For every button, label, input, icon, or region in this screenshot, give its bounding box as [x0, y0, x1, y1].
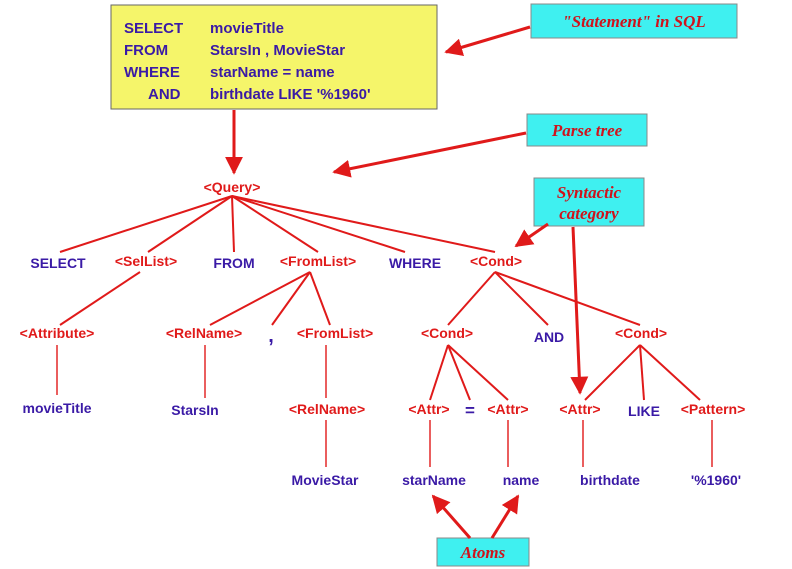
node-select: SELECT: [30, 255, 86, 271]
sql-line1-value: movieTitle: [210, 20, 284, 37]
sql-line2-keyword: FROM: [124, 42, 168, 59]
edge-query-cond: [231, 195, 496, 253]
statement-annotation-box: [530, 3, 738, 39]
edge-condright-attr3: [584, 344, 641, 401]
edge-query-sellist: [147, 195, 233, 253]
atoms-annotation-label: Atoms: [460, 543, 506, 562]
edge-fromlist-relname: [209, 271, 311, 326]
node-cond-right: <Cond>: [615, 325, 667, 341]
statement-annotation-label: "Statement" in SQL: [562, 12, 706, 31]
atoms-annotation: Atoms: [436, 537, 530, 567]
syntactic-category-annotation: Syntactic category: [533, 177, 645, 227]
edge-cond-and: [494, 271, 549, 326]
node-cond-top: <Cond>: [470, 253, 522, 269]
node-query: <Query>: [204, 179, 261, 195]
sql-line3-keyword: WHERE: [124, 64, 180, 81]
statement-annotation: "Statement" in SQL: [530, 3, 738, 39]
syntactic-annotation-line1: Syntactic: [557, 183, 622, 202]
tree-edges: [56, 195, 713, 467]
edge-condleft-attr1: [429, 344, 449, 401]
node-movietitle: movieTitle: [23, 400, 92, 416]
parse-tree-annotation: Parse tree: [526, 113, 648, 147]
sql-line1-keyword: SELECT: [124, 20, 183, 37]
edge-sellist-attribute: [59, 271, 141, 326]
atoms-arrow-to-name: [490, 494, 520, 539]
node-equals: =: [465, 401, 475, 420]
node-relname-1: <RelName>: [166, 325, 242, 341]
syntactic-category-annotation-box: [533, 177, 645, 227]
node-cond-left: <Cond>: [421, 325, 473, 341]
node-starsin: StarsIn: [171, 402, 218, 418]
sql-line2-value: StarsIn , MovieStar: [210, 42, 345, 59]
statement-arrow: [444, 25, 531, 57]
edge-query-from: [231, 195, 235, 253]
atoms-arrow-to-starname: [431, 494, 472, 539]
node-attr-1: <Attr>: [408, 401, 449, 417]
sql-line3-value: starName = name: [210, 64, 335, 81]
edge-cond-condright: [494, 271, 641, 326]
node-fromlist: <FromList>: [280, 253, 356, 269]
node-birthdate: birthdate: [580, 472, 640, 488]
node-sellist: <SelList>: [115, 253, 177, 269]
node-pattern-value: '%1960': [691, 472, 741, 488]
node-name: name: [503, 472, 540, 488]
node-like: LIKE: [628, 403, 660, 419]
node-attr-3: <Attr>: [559, 401, 600, 417]
node-starname: starName: [402, 472, 466, 488]
parse-tree-annotation-label: Parse tree: [551, 121, 623, 140]
atoms-annotation-box: [436, 537, 530, 567]
parse-tree-annotation-box: [526, 113, 648, 147]
edge-condright-like: [639, 344, 645, 401]
syntactic-arrow-to-cond: [514, 222, 549, 248]
edge-cond-condleft: [447, 271, 496, 326]
node-and: AND: [534, 329, 564, 345]
sql-statement-box: SELECT movieTitle FROM StarsIn , MovieSt…: [110, 4, 438, 110]
node-relname-2: <RelName>: [289, 401, 365, 417]
node-comma: ,: [268, 325, 274, 347]
edge-fromlist-fromlist: [309, 271, 331, 326]
syntactic-arrow-to-attr: [570, 226, 589, 395]
parse-tree-arrow: [332, 131, 527, 178]
edge-query-fromlist: [231, 195, 319, 253]
node-fromlist-2: <FromList>: [297, 325, 373, 341]
syntactic-annotation-line2: category: [559, 204, 619, 223]
node-attribute: <Attribute>: [20, 325, 95, 341]
node-where: WHERE: [389, 255, 441, 271]
node-pattern: <Pattern>: [681, 401, 746, 417]
edge-query-where: [231, 195, 406, 253]
edge-condleft-attr2: [447, 344, 509, 401]
edge-query-select: [59, 195, 233, 253]
sql-line4-value: birthdate LIKE '%1960': [210, 86, 371, 103]
node-from: FROM: [213, 255, 254, 271]
node-attr-2: <Attr>: [487, 401, 528, 417]
edge-condleft-eq: [447, 344, 471, 401]
sql-box-background: [110, 4, 438, 110]
edge-fromlist-comma: [271, 271, 311, 326]
node-moviestar: MovieStar: [292, 472, 359, 488]
edge-condright-pattern: [639, 344, 701, 401]
sql-line4-keyword: AND: [148, 86, 181, 103]
